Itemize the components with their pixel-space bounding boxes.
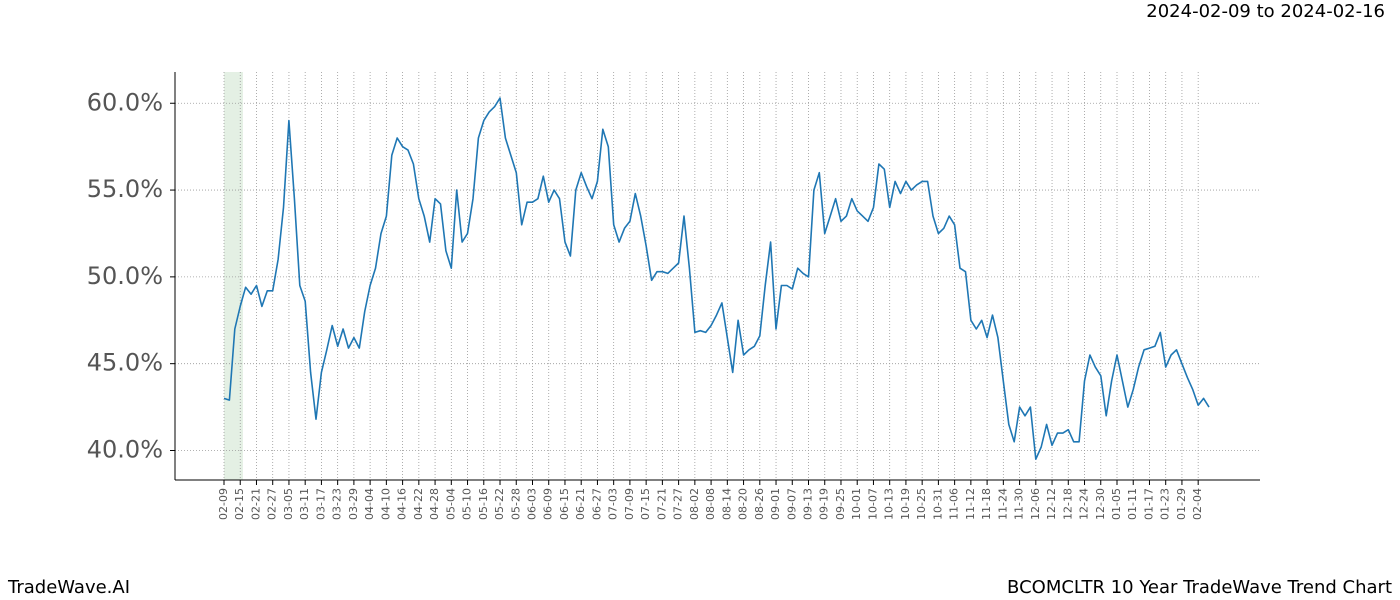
x-tick-label: 02-27 bbox=[266, 488, 279, 520]
x-tick-label: 04-16 bbox=[396, 488, 409, 520]
x-tick-label: 09-25 bbox=[834, 488, 847, 520]
x-tick-label: 03-05 bbox=[282, 488, 295, 520]
x-tick-label: 03-29 bbox=[347, 488, 360, 520]
x-tick-label: 03-17 bbox=[314, 488, 327, 520]
x-tick-label: 04-10 bbox=[379, 488, 392, 520]
x-tick-label: 10-07 bbox=[866, 488, 879, 520]
x-tick-label: 09-07 bbox=[785, 488, 798, 520]
x-tick-label: 01-23 bbox=[1159, 488, 1172, 520]
x-tick-label: 12-24 bbox=[1078, 488, 1091, 520]
y-tick-label: 50.0% bbox=[87, 262, 163, 290]
x-tick-label: 09-13 bbox=[802, 488, 815, 520]
x-tick-label: 04-04 bbox=[363, 488, 376, 520]
x-tick-label: 06-03 bbox=[525, 488, 538, 520]
x-tick-label: 07-03 bbox=[607, 488, 620, 520]
x-tick-label: 05-04 bbox=[444, 488, 457, 520]
x-tick-label: 10-25 bbox=[915, 488, 928, 520]
y-tick-label: 55.0% bbox=[87, 175, 163, 203]
date-range: 2024-02-09 to 2024-02-16 bbox=[1146, 1, 1385, 22]
x-tick-label: 06-09 bbox=[542, 488, 555, 520]
x-tick-label: 08-20 bbox=[737, 488, 750, 520]
x-tick-label: 02-04 bbox=[1191, 488, 1204, 520]
x-tick-label: 05-16 bbox=[477, 488, 490, 520]
x-tick-label: 01-29 bbox=[1175, 488, 1188, 520]
x-tick-label: 08-08 bbox=[704, 488, 717, 520]
x-tick-label: 10-01 bbox=[850, 488, 863, 520]
x-tick-label: 08-26 bbox=[753, 488, 766, 520]
x-tick-label: 02-21 bbox=[249, 488, 262, 520]
x-tick-label: 03-23 bbox=[331, 488, 344, 520]
x-tick-label: 10-13 bbox=[883, 488, 896, 520]
highlight-band bbox=[224, 72, 243, 480]
x-tick-label: 03-11 bbox=[298, 488, 311, 520]
x-tick-label: 07-15 bbox=[639, 488, 652, 520]
x-tick-label: 05-10 bbox=[461, 488, 474, 520]
x-tick-label: 09-01 bbox=[769, 488, 782, 520]
x-tick-label: 09-19 bbox=[818, 488, 831, 520]
x-tick-label: 05-22 bbox=[493, 488, 506, 520]
x-tick-label: 08-02 bbox=[688, 488, 701, 520]
x-tick-label: 01-11 bbox=[1126, 488, 1139, 520]
x-tick-label: 02-09 bbox=[217, 488, 230, 520]
x-tick-label: 06-27 bbox=[590, 488, 603, 520]
x-tick-label: 02-15 bbox=[233, 488, 246, 520]
x-tick-label: 04-22 bbox=[412, 488, 425, 520]
x-tick-label: 07-27 bbox=[672, 488, 685, 520]
brand: TradeWave.AI bbox=[7, 577, 130, 598]
x-tick-label: 04-28 bbox=[428, 488, 441, 520]
x-tick-label: 11-06 bbox=[948, 488, 961, 520]
y-tick-label: 40.0% bbox=[87, 435, 163, 463]
x-tick-label: 12-06 bbox=[1029, 488, 1042, 520]
x-tick-label: 07-21 bbox=[655, 488, 668, 520]
trend-line bbox=[223, 97, 1210, 460]
x-tick-label: 11-30 bbox=[1013, 488, 1026, 520]
x-tick-label: 01-17 bbox=[1142, 488, 1155, 520]
x-tick-label: 06-15 bbox=[558, 488, 571, 520]
x-tick-label: 06-21 bbox=[574, 488, 587, 520]
x-tick-label: 10-19 bbox=[899, 488, 912, 520]
x-tick-label: 01-05 bbox=[1110, 488, 1123, 520]
x-tick-label: 12-30 bbox=[1094, 488, 1107, 520]
x-tick-label: 08-14 bbox=[720, 488, 733, 520]
x-tick-label: 05-28 bbox=[509, 488, 522, 520]
x-tick-label: 10-31 bbox=[931, 488, 944, 520]
y-tick-label: 60.0% bbox=[87, 88, 163, 116]
x-tick-label: 11-12 bbox=[964, 488, 977, 520]
x-tick-label: 11-24 bbox=[996, 488, 1009, 520]
x-tick-label: 11-18 bbox=[980, 488, 993, 520]
x-tick-label: 12-12 bbox=[1045, 488, 1058, 520]
y-tick-label: 45.0% bbox=[87, 349, 163, 377]
x-tick-label: 12-18 bbox=[1061, 488, 1074, 520]
x-tick-label: 07-09 bbox=[623, 488, 636, 520]
chart-title: BCOMCLTR 10 Year TradeWave Trend Chart bbox=[1007, 577, 1392, 598]
